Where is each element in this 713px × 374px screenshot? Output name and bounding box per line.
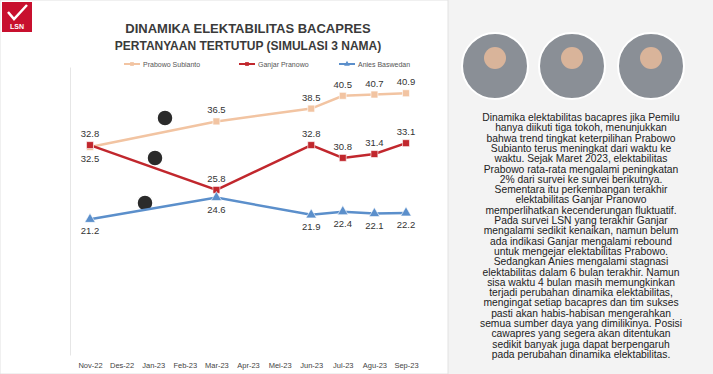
legend-item: Prabowo Subianto — [124, 61, 200, 68]
x-tick-label: Agu-23 — [363, 361, 387, 370]
candidate-photo — [618, 33, 684, 99]
x-tick-label: Jul-23 — [333, 361, 353, 370]
series-marker — [339, 154, 346, 161]
legend-label: Anies Baswedan — [358, 61, 410, 68]
x-tick-label: Nov-22 — [78, 361, 102, 370]
x-tick: Jun-23 — [300, 357, 323, 370]
series-marker — [87, 142, 94, 149]
y-axis-line — [70, 68, 71, 356]
series-line — [90, 143, 406, 190]
legend-marker — [245, 62, 249, 66]
chart-panel — [0, 0, 448, 374]
x-tick: Feb-23 — [173, 357, 197, 370]
series-marker — [403, 140, 410, 147]
x-axis: Nov-22 Des-22 Jan-23 Feb-23 Mar-23 Apr-23 Mei-… — [78, 357, 418, 370]
data-label: 22.2 — [397, 219, 416, 230]
data-label: 25.8 — [207, 173, 226, 184]
description-line: pada perubahan dinamika elektabilitas. — [492, 349, 671, 360]
legend-line — [239, 63, 255, 65]
series-marker — [339, 92, 346, 99]
candidate-photo-head — [561, 47, 583, 69]
x-tick-label: Des-22 — [110, 361, 134, 370]
series-marker — [308, 105, 315, 112]
data-label: 21.2 — [81, 225, 100, 236]
x-tick-label: Jun-23 — [300, 361, 323, 370]
description: Dinamika elektabilitas bacapres jika Pem… — [480, 112, 682, 360]
series-marker — [371, 151, 378, 158]
x-tick: Sep-23 — [394, 357, 418, 370]
page: LSN DINAMIKA ELEKTABILITAS BACAPRES PERTAN… — [0, 0, 713, 374]
data-label: 32.8 — [302, 128, 321, 139]
legend-marker — [344, 61, 350, 66]
data-label: 22.4 — [334, 218, 353, 229]
series-marker — [308, 142, 315, 149]
x-tick: Apr-23 — [237, 357, 260, 370]
x-tick-label: Sep-23 — [394, 361, 418, 370]
data-label: 22.1 — [365, 220, 384, 231]
data-label: 31.4 — [365, 137, 384, 148]
data-labels: 32.5 36.5 38.5 40.5 40.7 40.9 32.8 25.8 32.8 30.8… — [81, 76, 416, 236]
logo-box — [2, 2, 32, 32]
x-tick: Nov-22 — [78, 357, 102, 370]
data-label: 38.5 — [302, 92, 321, 103]
y-axis — [70, 68, 71, 356]
data-label: 33.1 — [397, 126, 416, 137]
logo-text: LSN — [10, 23, 24, 30]
data-label: 40.5 — [334, 79, 353, 90]
series-marker — [213, 118, 220, 125]
series-marker — [85, 213, 96, 222]
x-axis-line — [91, 357, 407, 358]
title: DINAMIKA ELEKTABILITAS BACAPRES — [125, 21, 371, 36]
x-tick-label: Apr-23 — [237, 361, 260, 370]
series-marker — [403, 90, 410, 97]
legend-label: Ganjar Pranowo — [258, 61, 309, 69]
logo: LSN — [2, 2, 32, 32]
x-tick: Mei-23 — [269, 357, 292, 370]
candidate-photo — [462, 33, 528, 99]
legend: Prabowo Subianto Ganjar Pranowo Anies Basw… — [124, 61, 410, 69]
x-tick-label: Mei-23 — [269, 361, 292, 370]
data-label: 40.7 — [365, 78, 384, 89]
x-tick: Jul-23 — [333, 357, 353, 370]
x-tick: Mar-23 — [205, 357, 229, 370]
data-label: 32.5 — [81, 153, 100, 164]
plot-area — [85, 90, 412, 223]
portrait-icon — [147, 150, 163, 166]
x-tick-label: Mar-23 — [205, 361, 229, 370]
series-marker — [371, 91, 378, 98]
legend-item: Anies Baswedan — [339, 61, 410, 68]
data-label: 21.9 — [302, 221, 321, 232]
data-label: 24.6 — [207, 204, 226, 215]
x-tick: Des-22 — [110, 357, 134, 370]
series-line — [90, 93, 406, 147]
x-tick: Agu-23 — [363, 357, 387, 370]
series-marker — [338, 206, 349, 215]
data-label: 32.8 — [81, 128, 100, 139]
legend-label: Prabowo Subianto — [143, 61, 200, 68]
portrait-icon — [157, 110, 173, 126]
legend-item: Ganjar Pranowo — [239, 61, 309, 69]
x-tick: Jan-23 — [142, 357, 165, 370]
logo-check — [8, 5, 27, 19]
subtitle: PERTANYAAN TERTUTUP (SIMULASI 3 NAMA) — [115, 39, 381, 53]
candidate-photo-head — [640, 47, 662, 69]
series-marker — [401, 207, 412, 216]
candidate-photo — [539, 33, 605, 99]
x-tick-label: Jan-23 — [142, 361, 165, 370]
series-line — [90, 198, 406, 220]
data-label: 40.9 — [397, 76, 416, 87]
series-marker — [211, 191, 222, 200]
series-marker — [306, 209, 317, 218]
legend-marker — [130, 62, 134, 66]
series-marker — [369, 207, 380, 216]
candidate-photo-head — [484, 47, 506, 69]
data-label: 36.5 — [207, 104, 226, 115]
x-tick-label: Feb-23 — [173, 361, 197, 370]
legend-line — [124, 63, 140, 65]
data-label: 30.8 — [334, 141, 353, 152]
